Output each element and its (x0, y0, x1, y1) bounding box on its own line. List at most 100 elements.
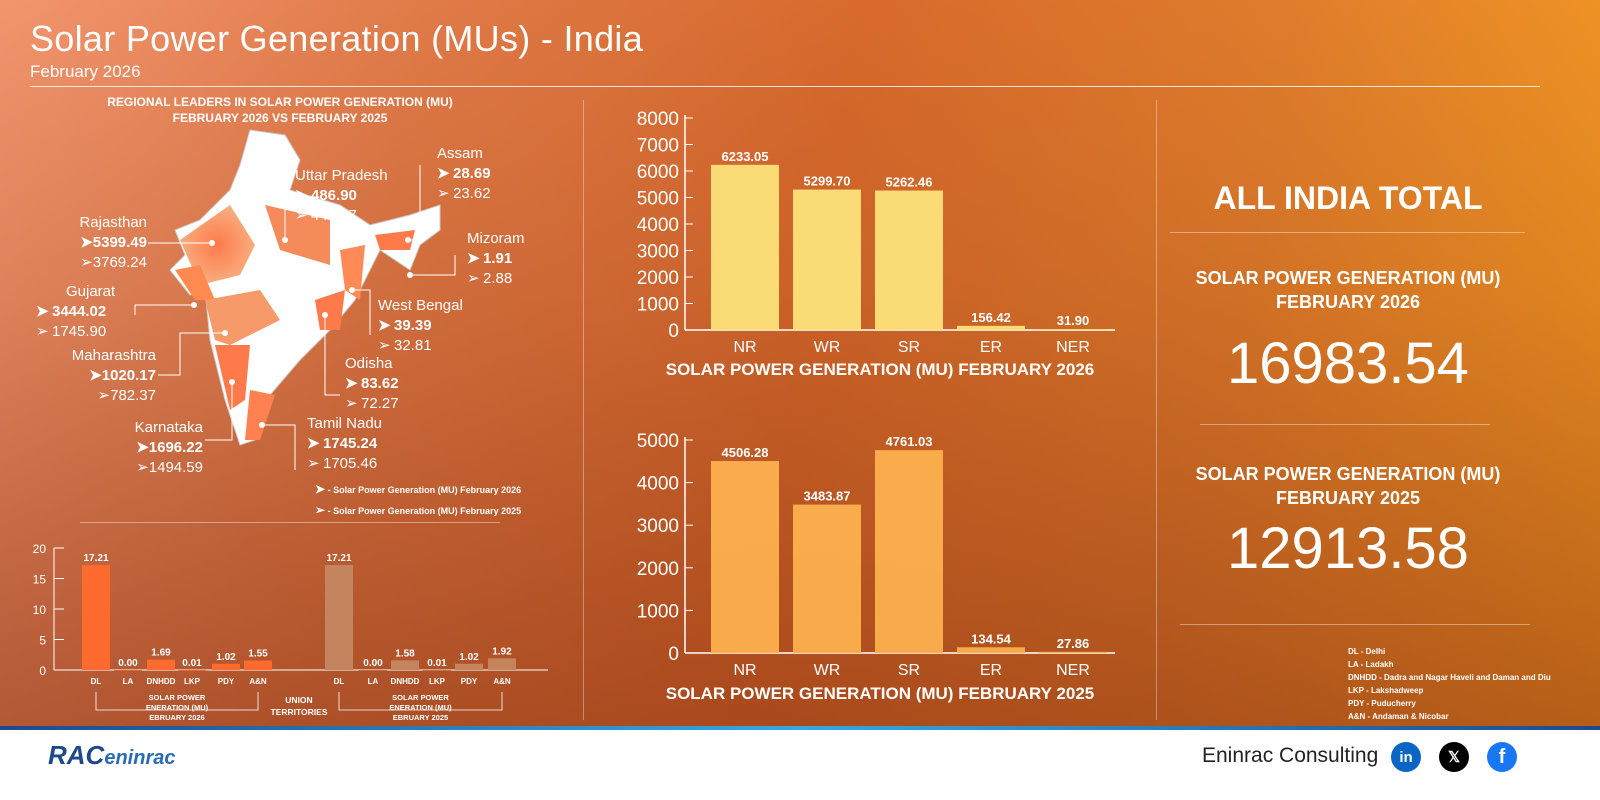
company-name: Eninrac Consulting (1202, 744, 1379, 767)
bar-nr (711, 461, 779, 653)
facebook-icon[interactable]: f (1487, 742, 1517, 772)
bar-value-label: 1.58 (395, 648, 415, 659)
center-label: TERRITORIES (271, 707, 328, 717)
bar-pdy (212, 663, 240, 670)
y-tick-label: 10 (33, 603, 47, 617)
bar-value-label: 4761.03 (886, 434, 933, 449)
x-tick-label: PDY (218, 677, 235, 686)
y-tick-label: 1000 (637, 295, 679, 316)
x-tick-label: NR (733, 662, 756, 679)
y-tick-label: 2000 (637, 268, 679, 289)
bar-an (244, 660, 272, 670)
x-tick-label: PDY (461, 677, 478, 686)
company-logo: RACeninrac (48, 740, 176, 770)
bar-la (359, 670, 387, 671)
y-tick-label: 20 (33, 542, 47, 556)
footer-accent-line (0, 726, 1600, 730)
y-tick-label: 1000 (637, 601, 679, 622)
bar-dl (82, 565, 110, 670)
bar-er (957, 647, 1025, 653)
y-tick-label: 15 (33, 573, 47, 587)
callout-karnataka: Karnataka ➤1696.22 ➢1494.59 (134, 419, 203, 476)
y-tick-label: 0 (39, 664, 46, 678)
map-tamilnadu (245, 390, 275, 440)
bar-la (114, 670, 142, 671)
bar-value-label: 17.21 (326, 553, 351, 564)
callout-uttar-pradesh: Uttar Pradesh ➤ 486.90 ➢ 447.37 (295, 167, 388, 224)
y-tick-label: 3000 (637, 242, 679, 263)
abbreviation-legend: DL - Delhi LA - Ladakh DNHDD - Dadra and N… (1348, 647, 1551, 721)
bar-er (957, 325, 1025, 330)
chart-2026-title: SOLAR POWER GENERATION (MU) FEBRUARY 202… (665, 360, 1095, 379)
y-tick-label: 0 (668, 644, 679, 665)
callout-west-bengal: West Bengal ➤ 39.39 ➢ 32.81 (378, 297, 463, 354)
y-tick-label: 5000 (637, 189, 679, 210)
group-label: SOLAR POWER (392, 693, 449, 702)
x-tick-label: NR (733, 339, 756, 356)
y-tick-label: 2000 (637, 559, 679, 580)
map-westbengal (340, 245, 365, 300)
divider (1200, 424, 1490, 425)
callout-assam: Assam ➤ 28.69 ➢ 23.62 (437, 145, 491, 202)
bar-ner (1039, 329, 1107, 330)
bar-value-label: 5262.46 (886, 175, 933, 190)
divider (1180, 624, 1530, 625)
group-bracket (338, 692, 503, 711)
header-divider (30, 86, 1540, 87)
map-legend-2026: ➤ - Solar Power Generation (MU) February… (315, 482, 522, 496)
callout-maharashtra: Maharashtra ➤1020.17 ➢782.37 (71, 347, 156, 404)
linkedin-icon[interactable]: in (1391, 742, 1421, 772)
total-2026-value: 16983.54 (1227, 331, 1469, 396)
bar-dl (325, 565, 353, 670)
chart-2025-title: SOLAR POWER GENERATION (MU) FEBRUARY 202… (665, 684, 1095, 703)
x-tick-label: LKP (184, 677, 201, 686)
map-odisha (315, 290, 345, 330)
group-label: EBRUARY 2025 (393, 713, 448, 722)
x-tick-label: DL (334, 677, 345, 686)
bar-dnhdd (147, 659, 175, 670)
x-tick-label: DNHDD (147, 677, 176, 686)
total-2026-label: SOLAR POWER GENERATION (MU) FEBRUARY 2026 (1195, 268, 1501, 312)
map-karnataka (215, 345, 250, 410)
bar-value-label: 0.01 (427, 658, 447, 669)
chart-union-territories: 0 5 10 15 20 17.21 DL 0.00 LA 1.69 DNHDD 0.01 LKP 1.0… (33, 542, 548, 722)
bar-value-label: 6233.05 (722, 149, 769, 164)
x-tick-label: LKP (429, 677, 446, 686)
y-tick-label: 4000 (637, 215, 679, 236)
x-tick-label: DNHDD (391, 677, 420, 686)
y-tick-label: 5 (39, 634, 46, 648)
bar-value-label: 0.01 (182, 658, 202, 669)
y-tick-label: 5000 (637, 431, 679, 452)
bar-value-label: 1.55 (248, 649, 268, 660)
footer (0, 730, 1600, 800)
map-legend-2025: ➢ - Solar Power Generation (MU) February… (315, 503, 522, 517)
bar-value-label: 5299.70 (804, 174, 851, 189)
bar-sr (875, 450, 943, 653)
x-icon[interactable]: 𝕏 (1439, 742, 1469, 772)
group-label: SOLAR POWER (149, 693, 206, 702)
bar-value-label: 0.00 (363, 658, 383, 669)
bar-value-label: 156.42 (971, 310, 1011, 325)
y-tick-label: 6000 (637, 162, 679, 183)
chart-2025: 0 1000 2000 3000 4000 5000 4506.28 NR 3483.87 WR 4… (637, 431, 1115, 679)
y-tick-label: 3000 (637, 516, 679, 537)
center-label: UNION (285, 695, 312, 705)
chart-2026: 0 1000 2000 3000 4000 5000 6000 7000 8000 6233.05… (637, 109, 1115, 356)
x-tick-label: LA (368, 677, 379, 686)
bar-lkp (178, 669, 206, 671)
callout-tamil-nadu: Tamil Nadu ➤ 1745.24 ➢ 1705.46 (307, 415, 383, 472)
bar-value-label: 1.92 (492, 646, 512, 657)
y-tick-label: 7000 (637, 136, 679, 157)
callout-mizoram: Mizoram ➤ 1.91 ➢ 2.88 (467, 230, 525, 287)
x-tick-label: A&N (249, 677, 267, 686)
group-label: ENERATION (MU) (146, 703, 209, 712)
x-tick-label: SR (898, 339, 920, 356)
map-uttarpradesh (265, 205, 330, 265)
divider (80, 522, 500, 523)
bar-value-label: 31.90 (1057, 313, 1090, 328)
bar-value-label: 0.00 (118, 658, 138, 669)
y-tick-label: 0 (668, 321, 679, 342)
bar-value-label: 1.69 (151, 648, 171, 659)
bar-value-label: 4506.28 (722, 445, 769, 460)
y-tick-label: 4000 (637, 474, 679, 495)
